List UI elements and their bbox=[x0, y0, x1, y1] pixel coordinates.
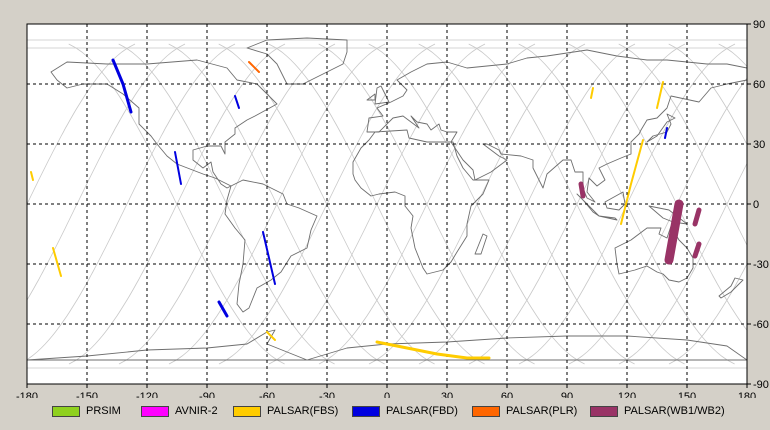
swath bbox=[375, 340, 491, 360]
coastline bbox=[50, 59, 278, 189]
swath bbox=[664, 127, 668, 139]
legend-item-palsar-fbd: PALSAR(FBD) bbox=[352, 404, 458, 418]
coastline bbox=[614, 225, 694, 283]
orbit-track bbox=[168, 43, 386, 365]
legend-label: PALSAR(WB1/WB2) bbox=[624, 405, 725, 417]
observation-swaths bbox=[30, 58, 702, 360]
legend-swatch bbox=[141, 405, 169, 417]
x-tick-label: 180 bbox=[738, 391, 756, 398]
coastline bbox=[474, 233, 488, 255]
x-tick-label: -120 bbox=[136, 391, 158, 398]
coastline bbox=[604, 191, 626, 211]
swath bbox=[590, 87, 594, 99]
x-axis-labels: -180 -150 -120 -90 -60 -30 0 30 60 90 120 150 180 bbox=[16, 391, 756, 398]
legend-swatch bbox=[52, 405, 80, 417]
x-tick-label: -30 bbox=[319, 391, 335, 398]
coastline bbox=[598, 215, 618, 221]
coastline bbox=[576, 193, 600, 217]
grid-lines bbox=[26, 23, 751, 388]
swath bbox=[266, 331, 276, 341]
swath bbox=[174, 151, 182, 185]
swath bbox=[234, 95, 240, 109]
orbit-track bbox=[27, 43, 136, 205]
y-tick-label: -60 bbox=[753, 319, 769, 331]
coastline bbox=[352, 129, 490, 275]
x-tick-label: 90 bbox=[561, 391, 573, 398]
legend-swatch bbox=[472, 405, 500, 417]
x-tick-label: 30 bbox=[441, 391, 453, 398]
legend-item-prism: PRSIM bbox=[52, 404, 121, 418]
legend-label: AVNIR-2 bbox=[175, 405, 218, 417]
x-tick-label: -150 bbox=[76, 391, 98, 398]
orbit-track bbox=[27, 43, 236, 361]
x-tick-label: -90 bbox=[199, 391, 215, 398]
coastline bbox=[224, 179, 318, 313]
legend-swatch bbox=[352, 405, 380, 417]
legend-item-avnir2: AVNIR-2 bbox=[141, 404, 218, 418]
x-tick-label: 120 bbox=[618, 391, 636, 398]
y-tick-label: 0 bbox=[753, 199, 759, 211]
legend-swatch bbox=[233, 405, 261, 417]
legend-label: PALSAR(FBS) bbox=[267, 405, 339, 417]
coastline bbox=[718, 277, 744, 299]
orbit-track bbox=[618, 162, 747, 365]
orbit-track bbox=[668, 263, 747, 365]
swath bbox=[620, 139, 644, 225]
swath bbox=[692, 207, 702, 227]
legend-swatch bbox=[590, 405, 618, 417]
orbit-track bbox=[668, 43, 747, 146]
coastline bbox=[366, 93, 376, 101]
swath bbox=[248, 61, 260, 73]
swath bbox=[52, 247, 62, 277]
y-tick-label: 30 bbox=[753, 139, 765, 151]
map-frame bbox=[26, 23, 748, 385]
swath bbox=[578, 181, 586, 199]
coastline bbox=[646, 113, 676, 143]
swath bbox=[656, 81, 664, 109]
world-map: -180 -150 -120 -90 -60 -30 0 30 60 90 120 150 180 90… bbox=[16, 19, 769, 398]
y-axis-labels: 90 60 30 0 -30 -60 -90 bbox=[753, 19, 769, 391]
legend-item-palsar-plr: PALSAR(PLR) bbox=[472, 404, 577, 418]
x-tick-label: 0 bbox=[384, 391, 390, 398]
legend-item-palsar-fbs: PALSAR(FBS) bbox=[233, 404, 338, 418]
legend: PRSIM AVNIR-2 PALSAR(FBS) PALSAR(FBD) PA… bbox=[0, 398, 770, 424]
y-tick-label: 90 bbox=[753, 19, 765, 31]
y-tick-label: 60 bbox=[753, 79, 765, 91]
x-tick-label: -60 bbox=[259, 391, 275, 398]
legend-label: PRSIM bbox=[86, 405, 121, 417]
legend-label: PALSAR(FBD) bbox=[386, 405, 458, 417]
legend-item-palsar-wb: PALSAR(WB1/WB2) bbox=[590, 404, 725, 418]
swath bbox=[664, 199, 684, 265]
x-tick-label: 60 bbox=[501, 391, 513, 398]
swath bbox=[262, 231, 276, 285]
y-tick-label: -30 bbox=[753, 259, 769, 271]
orbit-track bbox=[468, 43, 686, 365]
x-tick-label: -180 bbox=[16, 391, 38, 398]
y-tick-label: -90 bbox=[753, 379, 769, 391]
swath bbox=[111, 58, 133, 114]
x-tick-label: 150 bbox=[678, 391, 696, 398]
swath bbox=[30, 171, 34, 181]
orbit-track bbox=[318, 43, 536, 365]
swath bbox=[217, 300, 229, 318]
coastline bbox=[246, 37, 348, 85]
legend-label: PALSAR(PLR) bbox=[506, 405, 578, 417]
swath bbox=[692, 241, 702, 259]
